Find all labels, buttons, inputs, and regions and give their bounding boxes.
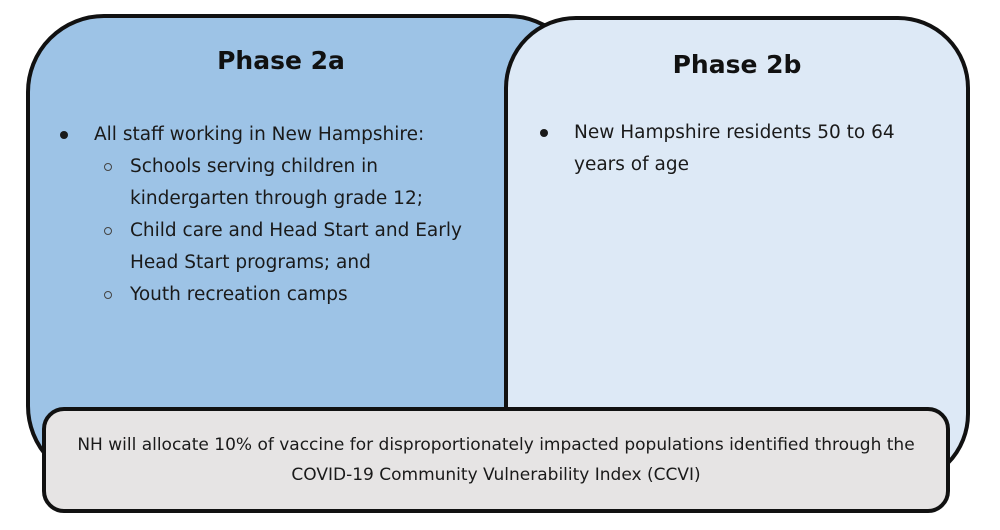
- phase-2a-sub-item-text: Schools serving children in kindergarten…: [130, 156, 423, 209]
- phase-2b-bullet-text: New Hampshire residents 50 to 64 years o…: [574, 122, 895, 175]
- phase-2a-sub-list: Schools serving children in kindergarten…: [94, 151, 500, 311]
- phase-2a-sub-item: Youth recreation camps: [94, 279, 500, 311]
- phase-2a-bullet-text: All staff working in New Hampshire:: [94, 124, 425, 145]
- phase-2a-title: Phase 2a: [217, 46, 345, 75]
- bullet-icon: [540, 129, 548, 137]
- phase-2a-sub-item: Schools serving children in kindergarten…: [94, 151, 500, 215]
- sub-bullet-icon: [104, 291, 112, 299]
- phase-2b-title: Phase 2b: [672, 50, 802, 79]
- phase-2a-sub-item-text: Youth recreation camps: [130, 284, 348, 305]
- sub-bullet-icon: [104, 163, 112, 171]
- ccvi-allocation-note: NH will allocate 10% of vaccine for disp…: [42, 407, 950, 513]
- phase-2a-list: All staff working in New Hampshire: Scho…: [60, 119, 500, 311]
- phase-2a-sub-item: Child care and Head Start and Early Head…: [94, 215, 500, 279]
- phase-2a-sub-item-text: Child care and Head Start and Early Head…: [130, 220, 462, 273]
- sub-bullet-icon: [104, 227, 112, 235]
- phase-2b-list: New Hampshire residents 50 to 64 years o…: [540, 117, 940, 181]
- phase-2b-bullet: New Hampshire residents 50 to 64 years o…: [540, 117, 940, 181]
- bullet-icon: [60, 131, 68, 139]
- phase-2a-panel: Phase 2a All staff working in New Hampsh…: [26, 14, 586, 484]
- ccvi-allocation-text: NH will allocate 10% of vaccine for disp…: [77, 435, 915, 485]
- phase-2a-bullet: All staff working in New Hampshire: Scho…: [60, 119, 500, 311]
